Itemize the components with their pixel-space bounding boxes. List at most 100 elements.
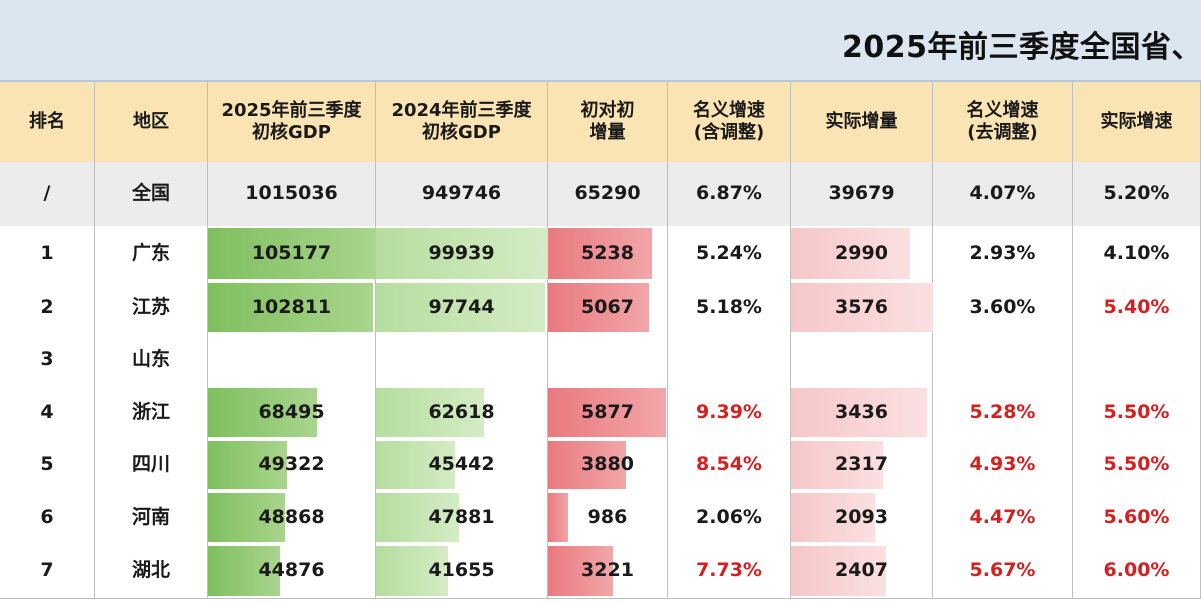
cell-gdp2025: 102811 [208, 281, 376, 334]
cell-value: 97744 [428, 295, 495, 318]
cell-value: 2 [40, 295, 54, 318]
header-row: 排名 地区 2025年前三季度 初核GDP 2024年前三季度 初核GDP 初对初 增量 名义增… [0, 82, 1201, 163]
cell-real-growth: 5.50% [1073, 439, 1201, 491]
table-row: 3 山东 [0, 334, 1201, 387]
national-gdp2024: 949746 [376, 162, 548, 226]
cell-value: 5.67% [969, 559, 1036, 582]
header-gdp2024: 2024年前三季度 初核GDP [376, 82, 548, 162]
national-rank: / [0, 162, 95, 226]
cell-gdp2025: 68495 [208, 386, 376, 439]
header-label-line: 名义增速 [693, 99, 765, 121]
cell-value: 5.50% [1103, 453, 1170, 476]
cell-value: 5.24% [696, 241, 762, 264]
header-nominal-noadj: 名义增速 (去调整) [933, 82, 1073, 162]
data-bar [791, 546, 887, 596]
cell-rank: 4 [0, 386, 95, 439]
cell-value: 3 [40, 348, 54, 371]
data-bar [376, 493, 459, 542]
cell-nominal-noadj: 4.47% [933, 491, 1073, 544]
cell-value: 3221 [581, 559, 634, 582]
table-row: 5 四川 49322 45442 3880 8.54% 2317 4.93% 5.50% [0, 439, 1201, 492]
cell-value: 2.06% [696, 505, 762, 528]
cell-increase: 3880 [548, 439, 668, 491]
cell-value: 4.07% [969, 182, 1036, 205]
cell-value: 45442 [428, 453, 495, 476]
data-bar [376, 441, 456, 489]
cell-region: 湖北 [95, 544, 208, 598]
cell-value: 河南 [131, 505, 170, 528]
cell-value: 5238 [581, 241, 634, 264]
header-label-line: (去调整) [967, 122, 1038, 143]
cell-real-growth: 5.50% [1073, 386, 1201, 439]
cell-value: 5.18% [696, 295, 762, 318]
data-bar [791, 228, 911, 279]
header-label-line: 2025年前三季度 [221, 99, 362, 121]
cell-rank: 7 [0, 544, 95, 598]
data-bar [208, 388, 318, 437]
data-bar [376, 283, 545, 332]
cell-value: 广东 [131, 241, 170, 264]
table-row: 6 河南 48868 47881 986 2.06% 2093 4.47% 5.60% [0, 491, 1201, 545]
cell-nominal-noadj: 3.60% [933, 281, 1073, 334]
national-row: / 全国 1015036 949746 65290 6.87% 39679 4.07% 5.20… [0, 162, 1201, 227]
cell-value: 47881 [428, 505, 495, 528]
cell-value: 四川 [131, 453, 170, 476]
cell-value: 浙江 [131, 400, 170, 423]
cell-value: 6 [40, 505, 54, 528]
header-label: 实际增量 [825, 110, 898, 132]
header-label-line: 初对初 [580, 99, 635, 121]
cell-nominal-adj: 8.54% [668, 439, 791, 491]
cell-value: 4.10% [1103, 241, 1170, 264]
cell-nominal-noadj: 4.93% [933, 439, 1073, 491]
cell-nominal-adj: 9.39% [668, 386, 791, 439]
cell-real-increase: 2990 [791, 226, 933, 281]
cell-nominal-adj: 2.06% [668, 491, 791, 544]
cell-value: 5.50% [1103, 400, 1170, 423]
cell-region: 浙江 [95, 386, 208, 439]
data-bar [548, 441, 626, 489]
cell-region: 江苏 [95, 281, 208, 334]
cell-gdp2024: 45442 [376, 439, 548, 491]
cell-real-growth: 5.60% [1073, 491, 1201, 544]
cell-value: 5.20% [1103, 182, 1170, 205]
table-row: 7 湖北 44876 41655 3221 7.73% 2407 5.67% 6.00% [0, 544, 1201, 599]
cell-value: 68495 [258, 400, 325, 423]
data-bar [208, 493, 286, 542]
cell-region: 广东 [95, 226, 208, 281]
data-bar [208, 283, 373, 332]
cell-value: 5.60% [1103, 505, 1170, 528]
cell-region: 河南 [95, 491, 208, 544]
cell-value: 7.73% [696, 559, 762, 582]
cell-value: 5877 [581, 400, 634, 423]
national-region: 全国 [95, 162, 208, 226]
cell-increase: 5877 [548, 386, 668, 439]
cell-value: 7 [40, 559, 54, 582]
data-bar [791, 388, 928, 437]
header-gdp2025: 2025年前三季度 初核GDP [208, 82, 376, 162]
cell-real-increase: 2317 [791, 439, 933, 491]
cell-gdp2024: 41655 [376, 544, 548, 598]
header-label-line: 初核GDP [422, 122, 501, 143]
header-label: 名义增速 (去调整) [967, 100, 1039, 145]
cell-value: 986 [587, 505, 628, 528]
cell-real-increase: 2093 [791, 491, 933, 544]
cell-increase: 3221 [548, 544, 668, 598]
cell-value: 2093 [835, 505, 888, 528]
cell-gdp2025 [208, 334, 376, 386]
cell-real-increase: 3576 [791, 281, 933, 334]
cell-gdp2025: 48868 [208, 491, 376, 544]
cell-nominal-noadj: 5.28% [933, 386, 1073, 439]
national-real-increase: 39679 [791, 162, 933, 226]
cell-value: 65290 [574, 182, 641, 205]
cell-value: 5067 [581, 295, 634, 318]
header-label: 地区 [133, 110, 169, 132]
header-label-line: (含调整) [693, 122, 765, 143]
header-label: 名义增速 (含调整) [693, 100, 765, 145]
data-bar [548, 493, 569, 542]
cell-rank: 6 [0, 491, 95, 544]
header-real-growth: 实际增速 [1073, 82, 1201, 162]
header-increase: 初对初 增量 [548, 82, 668, 162]
cell-nominal-noadj: 5.67% [933, 544, 1073, 598]
data-bar [376, 228, 548, 279]
data-bar [791, 283, 933, 332]
